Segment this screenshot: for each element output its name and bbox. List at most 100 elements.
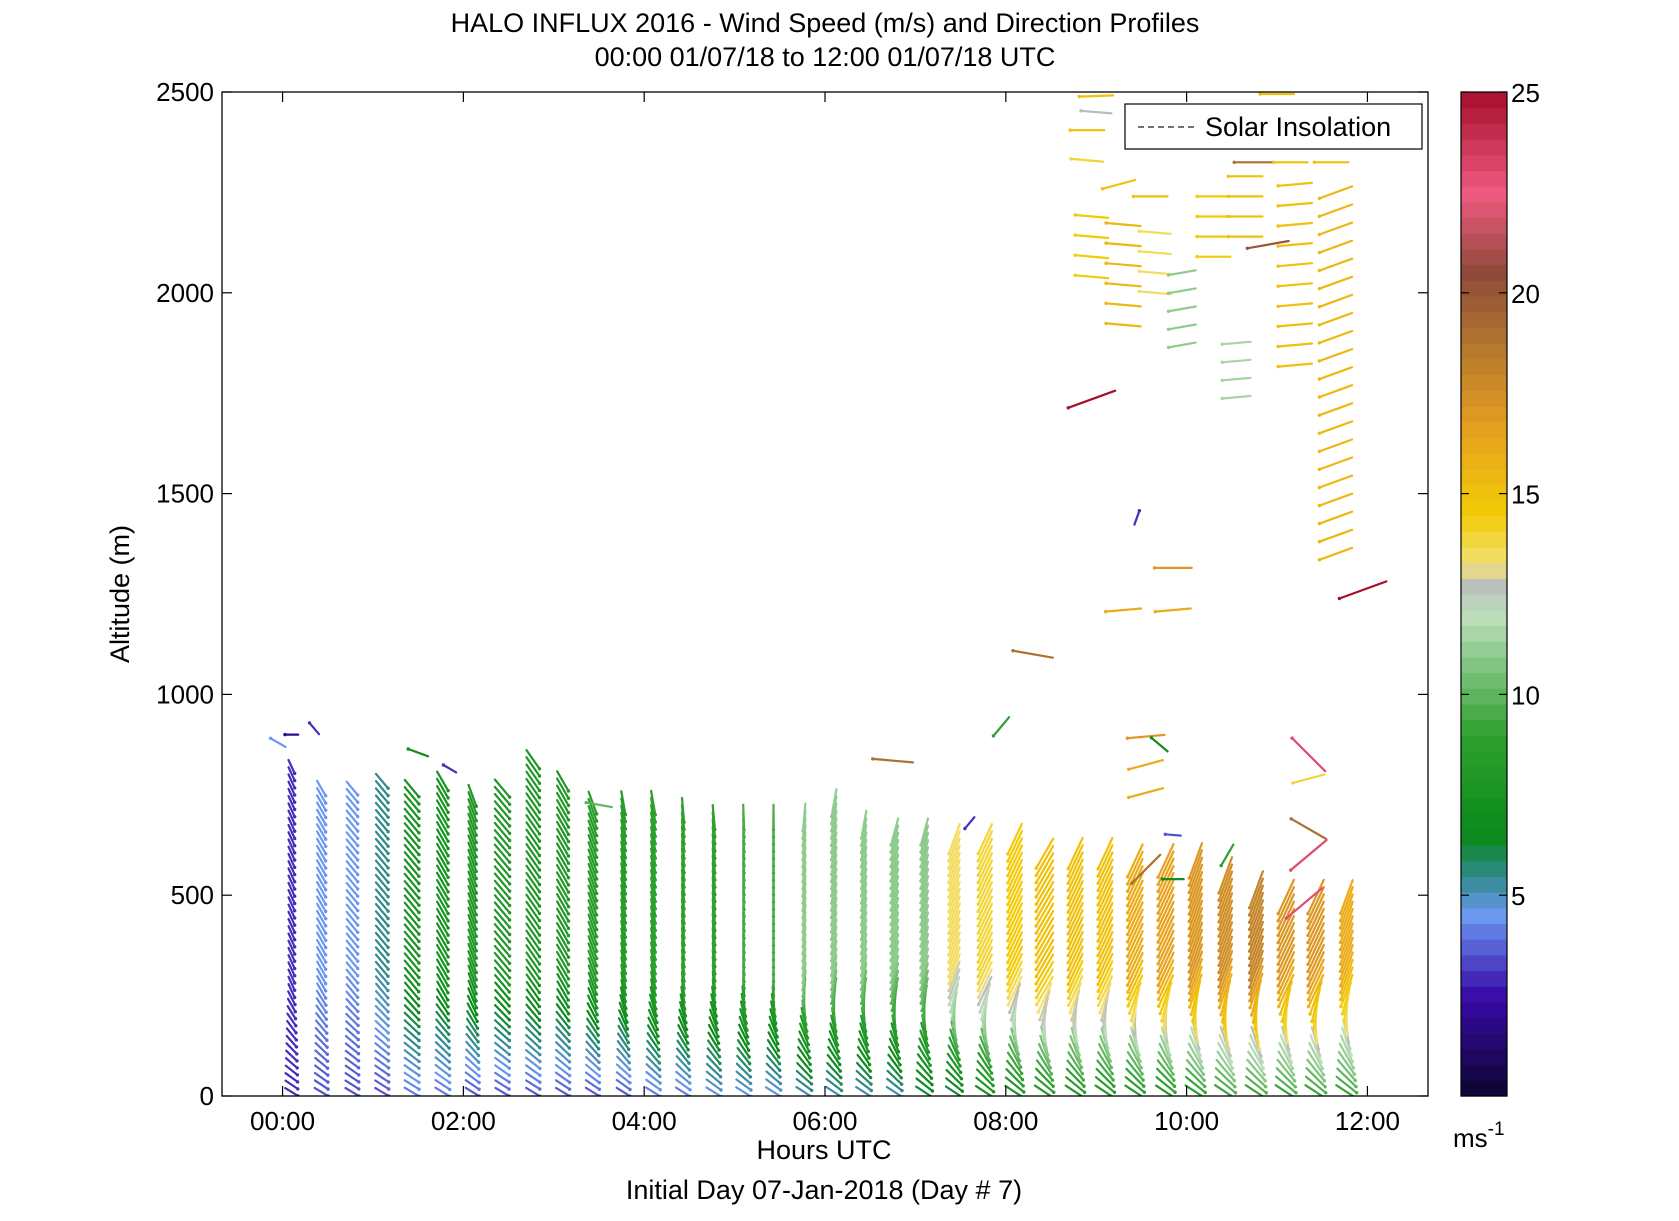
wind-vector-head xyxy=(774,1022,777,1025)
wind-vector-head xyxy=(1348,1047,1351,1050)
wind-vector-head xyxy=(417,860,420,863)
wind-vector-head xyxy=(924,1030,927,1033)
wind-vector xyxy=(347,934,358,947)
wind-vector-head xyxy=(417,896,420,899)
wind-vector-head xyxy=(830,844,833,847)
wind-vector-head xyxy=(293,974,296,977)
wind-vector-head xyxy=(567,1005,570,1008)
wind-vector-head xyxy=(624,820,627,823)
wind-vector-head xyxy=(356,837,359,840)
wind-vector-head xyxy=(654,842,657,845)
wind-vector-head xyxy=(772,908,775,911)
wind-vector-head xyxy=(1195,195,1198,198)
wind-vector-head xyxy=(900,1083,903,1086)
wind-vector-head xyxy=(417,925,420,928)
wind-vector-head xyxy=(889,974,892,977)
wind-vector-head xyxy=(898,1063,901,1066)
wind-vector-head xyxy=(830,858,833,861)
wind-vector-head xyxy=(654,857,657,860)
wind-vector-head xyxy=(1006,961,1009,964)
wind-vector-head xyxy=(448,1053,451,1056)
wind-vector-head xyxy=(860,858,863,861)
wind-vector-head xyxy=(324,895,327,898)
wind-vector-head xyxy=(475,862,478,865)
wind-vector-head xyxy=(628,1074,631,1077)
wind-vector-head xyxy=(1022,1096,1025,1099)
wind-vector xyxy=(436,1027,449,1041)
wind-vector-head xyxy=(1307,991,1310,994)
wind-vector-head xyxy=(326,1067,329,1070)
wind-vector-head xyxy=(840,1089,843,1092)
wind-vector-head xyxy=(597,1034,600,1037)
colorbar-segment xyxy=(1461,437,1507,453)
wind-vector-head xyxy=(508,911,511,914)
wind-vector-head xyxy=(742,973,745,976)
wind-vector-head xyxy=(508,832,511,835)
footer-label: Initial Day 07-Jan-2018 (Day # 7) xyxy=(626,1175,1022,1205)
wind-vector-head xyxy=(685,1028,688,1031)
wind-vector xyxy=(526,1027,540,1041)
wind-vector-head xyxy=(1277,265,1280,268)
wind-vector-head xyxy=(830,822,833,825)
wind-vector-head xyxy=(387,1080,390,1083)
wind-vector xyxy=(1278,344,1312,347)
wind-vector-head xyxy=(1020,1072,1023,1075)
wind-vector-head xyxy=(508,926,511,929)
wind-vector-head xyxy=(386,1003,389,1006)
wind-vector-head xyxy=(713,915,716,918)
wind-vector-head xyxy=(1035,953,1038,956)
wind-vector xyxy=(1319,421,1352,433)
wind-vector-head xyxy=(1006,982,1009,985)
wind-vector-head xyxy=(1097,997,1100,1000)
colorbar-segment xyxy=(1461,735,1507,751)
wind-vector-head xyxy=(714,1008,717,1011)
wind-vector-head xyxy=(624,878,627,881)
wind-vector-head xyxy=(931,1089,934,1092)
wind-vector-head xyxy=(595,993,598,996)
wind-vector-head xyxy=(717,1048,720,1051)
wind-vector-head xyxy=(1342,1020,1345,1023)
wind-vector-head xyxy=(654,965,657,968)
wind-vector-head xyxy=(356,909,359,912)
wind-vector-head xyxy=(830,995,833,998)
wind-vector-head xyxy=(1035,982,1038,985)
wind-vector-head xyxy=(1193,1027,1196,1030)
wind-vector xyxy=(347,876,358,889)
wind-vector-head xyxy=(595,870,598,873)
wind-vector xyxy=(376,897,388,911)
wind-vector-head xyxy=(1221,397,1224,400)
wind-vector xyxy=(376,926,388,941)
wind-vector-head xyxy=(585,801,588,804)
wind-vector-head xyxy=(772,850,775,853)
wind-vector-head xyxy=(567,948,570,951)
wind-vector-head xyxy=(1277,204,1280,207)
wind-vector-head xyxy=(1227,1048,1230,1051)
wind-vector-head xyxy=(446,919,449,922)
wind-vector-head xyxy=(446,789,449,792)
wind-vector-head xyxy=(447,1040,450,1043)
wind-vector-head xyxy=(507,1087,510,1090)
wind-vector-head xyxy=(567,963,570,966)
wind-vector-head xyxy=(1295,1097,1298,1100)
wind-vector-head xyxy=(1196,1041,1199,1044)
wind-vector-head xyxy=(595,877,598,880)
wind-vector-head xyxy=(1169,1060,1172,1063)
wind-vector-head xyxy=(860,930,863,933)
wind-vector-head xyxy=(417,846,420,849)
wind-vector-head xyxy=(1083,1097,1086,1100)
wind-vector-head xyxy=(682,929,685,932)
wind-vector-head xyxy=(324,924,327,927)
wind-vector-head xyxy=(747,1049,750,1052)
wind-vector-head xyxy=(742,850,745,853)
wind-vector-head xyxy=(889,887,892,890)
wind-vector-head xyxy=(357,1087,360,1090)
wind-vector-head xyxy=(1126,926,1129,929)
wind-vector-head xyxy=(1204,1097,1207,1100)
wind-vector-head xyxy=(295,1052,298,1055)
wind-vector-head xyxy=(356,923,359,926)
wind-vector-head xyxy=(386,837,389,840)
wind-vector-head xyxy=(804,1023,807,1026)
wind-vector-head xyxy=(1081,1072,1084,1075)
wind-vector-head xyxy=(1136,1047,1139,1050)
wind-vector-head xyxy=(1104,262,1107,265)
